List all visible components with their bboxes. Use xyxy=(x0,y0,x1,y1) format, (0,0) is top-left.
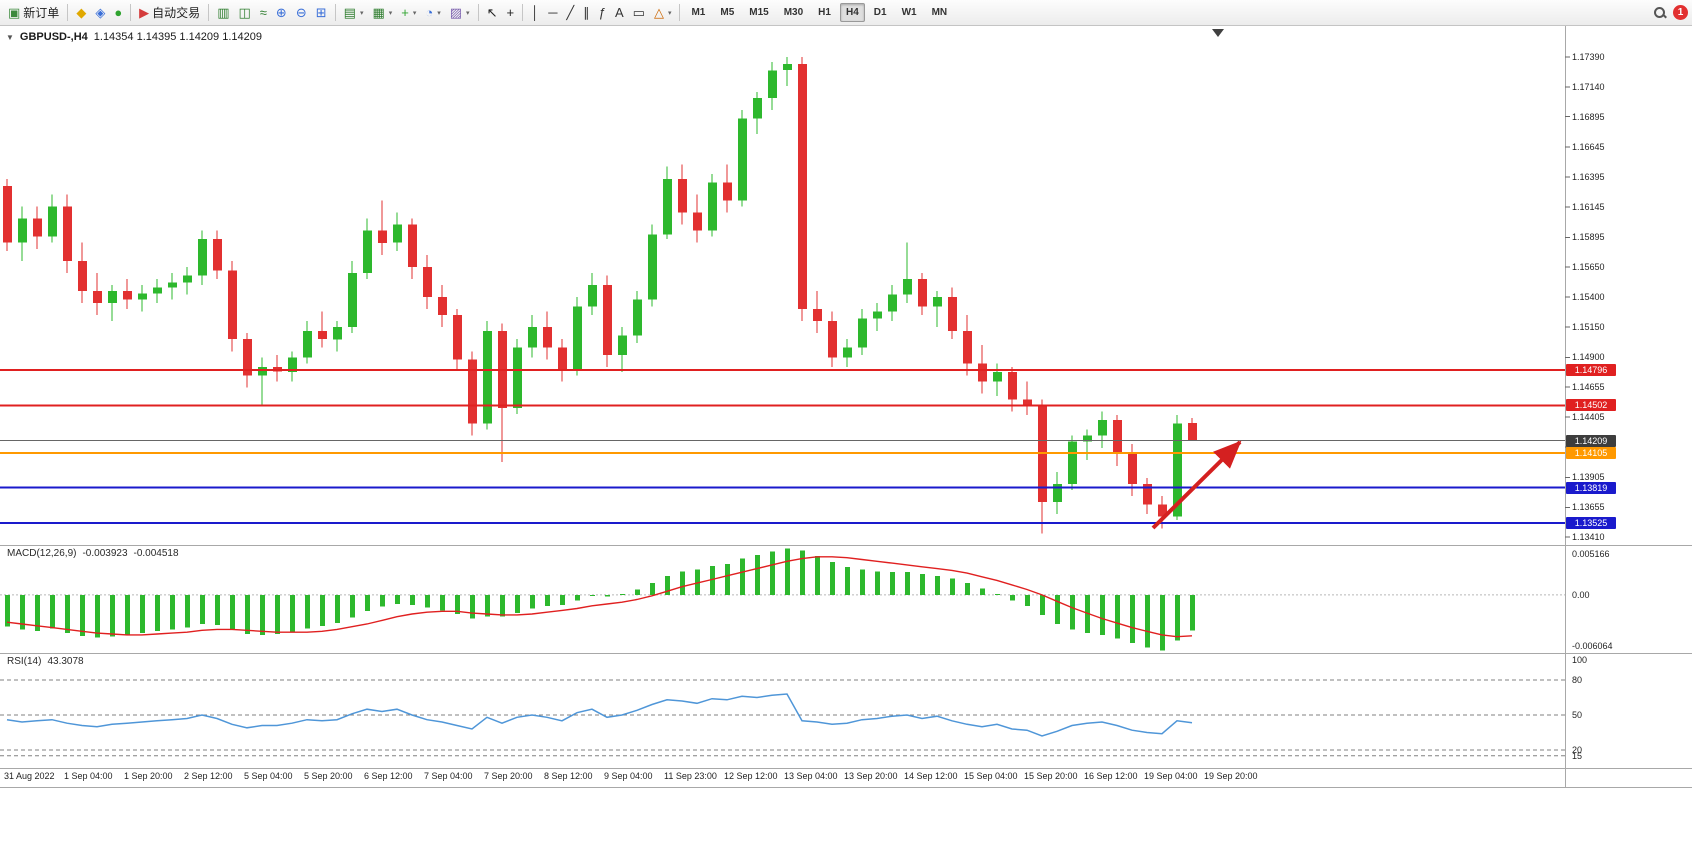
autotrade-button[interactable]: ▶ 自动交易 xyxy=(135,3,204,23)
macd-name: MACD(12,26,9) xyxy=(7,548,77,559)
templates-icon: ▨ xyxy=(449,5,463,20)
fibonacci-icon[interactable]: ƒ xyxy=(595,3,610,23)
timeframe-m1-button[interactable]: M1 xyxy=(691,7,706,18)
timeframe-h1-button[interactable]: H1 xyxy=(818,7,831,18)
new-order-button[interactable]: ▣ 新订单 xyxy=(4,3,63,23)
chevron-down-icon: ▾ xyxy=(359,9,364,17)
autotrade-icon: ▶ xyxy=(139,5,150,20)
ohlc-quote: 1.14354 1.14395 1.14209 1.14209 xyxy=(93,31,262,43)
rsi-panel-label: RSI(14) 43.3078 xyxy=(7,656,84,667)
bar-chart-icon[interactable]: ▥ xyxy=(213,3,233,23)
label-icon[interactable]: ▭ xyxy=(629,3,649,23)
profiles-icon: ◆ xyxy=(76,5,87,20)
channel-icon: ∥ xyxy=(583,5,590,20)
toolbar-separator xyxy=(679,4,681,21)
chevron-down-icon: ▾ xyxy=(412,9,417,17)
new-chart-icon: ▤ xyxy=(343,5,356,20)
profiles-icon[interactable]: ◆ xyxy=(72,3,90,23)
crosshair-icon: + xyxy=(506,5,515,20)
timeframe-h4-button[interactable]: H4 xyxy=(839,3,865,22)
zoom-out-icon: ⊖ xyxy=(295,5,307,20)
horizontal-line-icon[interactable]: ─ xyxy=(544,3,561,23)
indicators-icon[interactable]: + ▾ xyxy=(397,3,420,23)
candlestick-chart-icon: ◫ xyxy=(238,5,251,20)
vertical-line-icon: │ xyxy=(531,5,540,20)
rsi-line xyxy=(6,693,1193,737)
cursor-icon[interactable]: ↖ xyxy=(483,3,502,23)
timeframe-m15-button[interactable]: M15 xyxy=(749,7,769,18)
new-order-button-label: 新订单 xyxy=(23,6,60,20)
shapes-icon[interactable]: △ ▾ xyxy=(650,3,676,23)
timeframe-m5-button[interactable]: M5 xyxy=(720,7,735,18)
line-chart-icon: ≈ xyxy=(259,5,267,20)
navigator-icon: ● xyxy=(114,5,123,20)
templates-icon[interactable]: ▨ ▾ xyxy=(446,3,474,23)
chart-title: ▼ GBPUSD-,H4 1.14354 1.14395 1.14209 1.1… xyxy=(6,31,262,43)
chevron-down-icon: ▾ xyxy=(667,9,672,17)
timeframe-d1-button[interactable]: D1 xyxy=(873,7,887,18)
horizontal-line-icon: ─ xyxy=(548,5,558,20)
text-icon: A xyxy=(614,5,624,20)
indicators-icon: + xyxy=(401,5,409,20)
notification-badge[interactable]: 1 xyxy=(1673,5,1688,20)
candles xyxy=(3,57,1197,534)
market-watch-icon: ◈ xyxy=(95,5,106,20)
toolbar: ▣ 新订单 ◆ ◈ ● ▶ 自动交易 ▥ ◫ ≈ ⊕ ⊖ ⊞ ▤ ▾ ▦ ▾ + ▾ ◔ ▾ ▨ ▾ ↖ + │ ─ ╱ ∥ ƒ A ▭ △ ▾ M… xyxy=(0,0,1692,26)
symbol-label: GBPUSD-,H4 xyxy=(19,31,88,43)
macd-panel-label: MACD(12,26,9) -0.003923 -0.004518 xyxy=(7,548,179,559)
trend-arrow-object[interactable] xyxy=(1151,440,1242,530)
one-click-trading-icon[interactable]: ▼ xyxy=(6,32,14,42)
chart-profiles-icon: ▦ xyxy=(372,5,385,20)
timeframe-m30-button[interactable]: M30 xyxy=(783,7,804,18)
search-icon[interactable] xyxy=(1653,6,1666,19)
navigator-icon[interactable]: ● xyxy=(110,3,126,23)
toolbar-separator xyxy=(130,4,132,21)
shapes-icon: △ xyxy=(653,5,664,20)
toolbar-separator xyxy=(208,4,210,21)
macd-signal-value: -0.004518 xyxy=(133,548,179,559)
channel-icon[interactable]: ∥ xyxy=(579,3,594,23)
market-watch-icon[interactable]: ◈ xyxy=(91,3,109,23)
vertical-line-icon[interactable]: │ xyxy=(527,3,543,23)
tile-windows-icon[interactable]: ⊞ xyxy=(312,3,331,23)
toolbar-separator xyxy=(522,4,524,21)
timeframe-w1-button[interactable]: W1 xyxy=(901,7,917,18)
macd-signal-line xyxy=(6,556,1193,638)
rsi-value: 43.3078 xyxy=(47,656,84,667)
periods-icon[interactable]: ◔ ▾ xyxy=(421,3,444,23)
zoom-in-icon: ⊕ xyxy=(275,5,287,20)
toolbar-separator xyxy=(334,4,336,21)
crosshair-icon[interactable]: + xyxy=(502,3,518,23)
tile-windows-icon: ⊞ xyxy=(315,5,327,20)
trendline-icon: ╱ xyxy=(566,5,575,20)
macd-histogram xyxy=(5,548,1195,651)
line-chart-icon[interactable]: ≈ xyxy=(256,3,271,23)
zoom-out-icon[interactable]: ⊖ xyxy=(292,3,311,23)
periods-icon: ◔ xyxy=(425,5,434,20)
toolbar-separator xyxy=(67,4,69,21)
new-order-icon: ▣ xyxy=(8,5,21,20)
chart-profiles-icon[interactable]: ▦ ▾ xyxy=(368,3,396,23)
label-icon: ▭ xyxy=(632,5,645,20)
trendline-icon[interactable]: ╱ xyxy=(562,3,578,23)
zoom-in-icon[interactable]: ⊕ xyxy=(272,3,291,23)
text-icon[interactable]: A xyxy=(611,3,628,23)
cursor-icon: ↖ xyxy=(486,5,498,20)
autotrade-button-label: 自动交易 xyxy=(152,6,201,20)
bar-chart-icon: ▥ xyxy=(217,5,230,20)
chevron-down-icon: ▾ xyxy=(466,9,470,17)
toolbar-separator xyxy=(477,4,479,21)
timeframe-mn-button[interactable]: MN xyxy=(931,7,948,18)
chart-shift-marker[interactable] xyxy=(1212,29,1224,37)
candlestick-chart-icon[interactable]: ◫ xyxy=(234,3,254,23)
new-chart-icon[interactable]: ▤ ▾ xyxy=(340,3,368,23)
fibonacci-icon: ƒ xyxy=(598,5,606,20)
panel-separators xyxy=(0,26,1692,788)
chevron-down-icon: ▾ xyxy=(437,9,441,17)
chevron-down-icon: ▾ xyxy=(388,9,393,17)
rsi-name: RSI(14) xyxy=(7,656,42,667)
macd-main-value: -0.003923 xyxy=(82,548,128,559)
